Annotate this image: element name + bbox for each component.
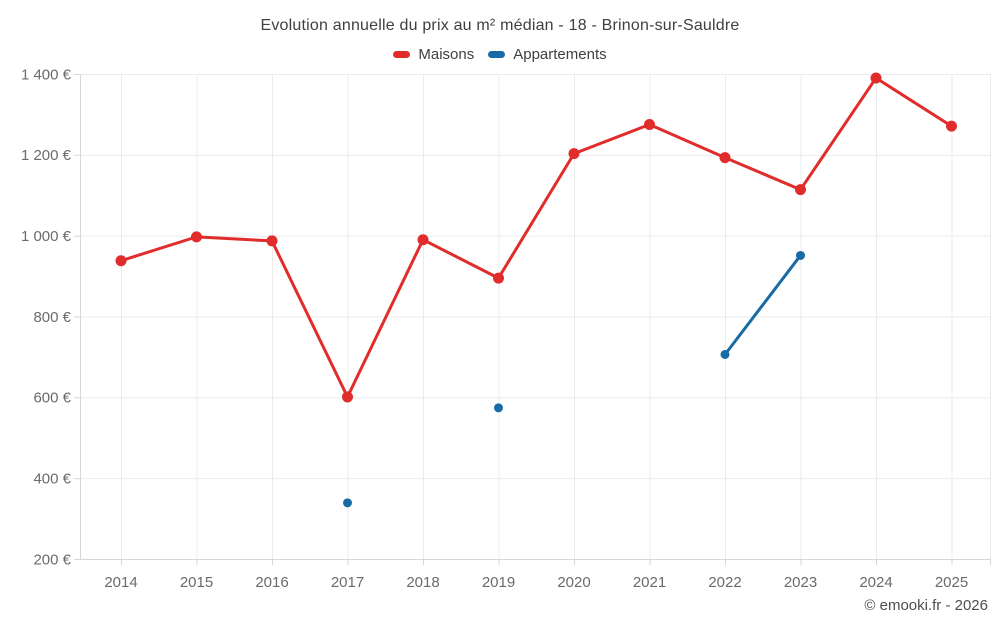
y-tick-label: 200 € — [33, 551, 71, 568]
x-tick-label: 2017 — [331, 574, 364, 591]
data-point[interactable] — [342, 391, 353, 403]
legend-item-appartements[interactable]: Appartements — [488, 46, 607, 63]
data-point[interactable] — [191, 231, 202, 243]
legend-label-appartements: Appartements — [513, 46, 607, 63]
x-tick-label: 2020 — [557, 574, 590, 591]
data-point[interactable] — [493, 272, 504, 284]
x-tick-label: 2014 — [104, 574, 137, 591]
x-tick-label: 2025 — [935, 574, 968, 591]
series-line-segment — [723, 156, 802, 192]
series-line-segment — [195, 235, 274, 243]
copyright-credit: © emooki.fr - 2026 — [864, 597, 988, 614]
axes — [74, 74, 991, 565]
series-line-segment — [497, 152, 576, 280]
data-point[interactable] — [796, 250, 805, 260]
series-line-segment — [346, 238, 425, 399]
series-line-segment — [799, 76, 878, 192]
legend-label-maisons: Maisons — [418, 46, 475, 63]
series-line-segment — [648, 123, 727, 160]
x-tick-label: 2018 — [406, 574, 439, 591]
data-point[interactable] — [795, 184, 806, 196]
maisons-swatch-icon — [393, 51, 411, 58]
data-point[interactable] — [266, 235, 278, 247]
appartements-swatch-icon — [488, 51, 506, 58]
y-tick-label: 1 000 € — [21, 228, 72, 245]
series-maisons — [115, 72, 957, 403]
data-point[interactable] — [946, 120, 957, 132]
data-point[interactable] — [494, 403, 503, 413]
chart-title: Evolution annuelle du prix au m² médian … — [260, 17, 740, 34]
y-tick-label: 1 400 € — [21, 66, 72, 83]
series-line-segment — [421, 238, 500, 280]
data-point[interactable] — [115, 255, 127, 267]
series-line-segment — [119, 235, 198, 263]
chart-legend: Maisons Appartements — [0, 46, 1000, 63]
x-tick-label: 2021 — [633, 574, 666, 591]
x-axis-labels: 2014 2015 2016 2017 2018 2019 2020 2021 2022 2023… — [104, 574, 968, 591]
y-axis-labels: 200 € 400 € 600 € 800 € 1 000 € 1 200 € 1 400 … — [21, 66, 72, 568]
data-point[interactable] — [870, 72, 882, 84]
x-tick-label: 2016 — [255, 574, 288, 591]
data-point[interactable] — [417, 234, 429, 246]
y-tick-label: 1 200 € — [21, 147, 72, 164]
data-point[interactable] — [644, 119, 655, 131]
series-appartements — [343, 250, 805, 508]
data-point[interactable] — [568, 148, 580, 160]
x-tick-label: 2015 — [180, 574, 213, 591]
y-tick-label: 400 € — [33, 470, 71, 487]
series-line-segment — [270, 239, 349, 399]
data-point[interactable] — [719, 152, 731, 164]
data-point[interactable] — [720, 349, 730, 359]
x-tick-label: 2022 — [708, 574, 741, 591]
x-tick-label: 2019 — [482, 574, 515, 591]
y-tick-label: 800 € — [33, 309, 71, 326]
legend-item-maisons[interactable]: Maisons — [393, 46, 474, 63]
y-tick-label: 600 € — [33, 390, 71, 407]
data-point[interactable] — [343, 498, 352, 508]
series-line-segment — [572, 123, 651, 156]
x-tick-label: 2024 — [859, 574, 892, 591]
series-line-segment — [874, 76, 953, 128]
series-line-segment — [723, 253, 802, 356]
x-tick-label: 2023 — [784, 574, 817, 591]
gridlines — [80, 74, 991, 560]
